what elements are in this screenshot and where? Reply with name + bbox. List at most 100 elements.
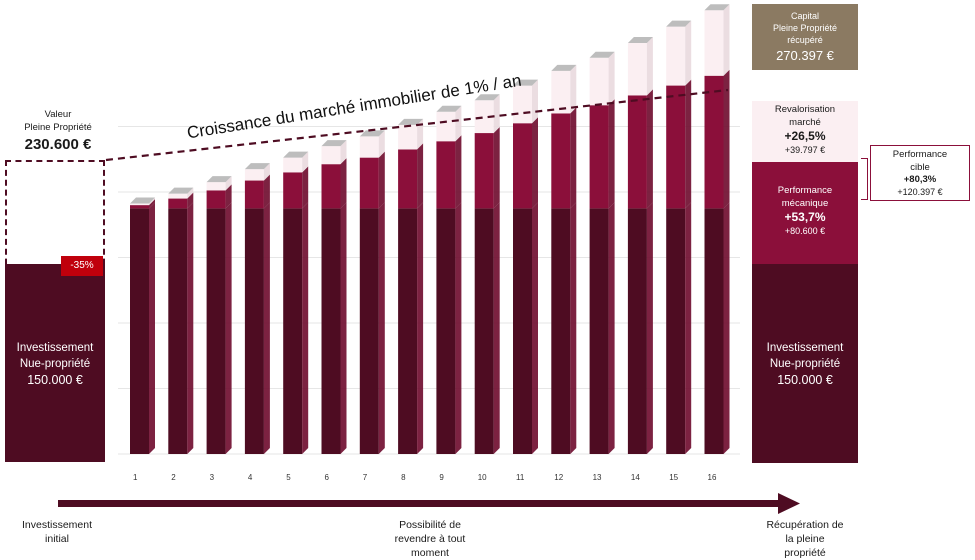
trend-dashed-line (105, 88, 729, 162)
end-line3: propriété (784, 547, 826, 559)
bar-top-face (474, 94, 500, 101)
left-full-ownership-value: 230.600 € (24, 136, 92, 153)
bar-base-segment (206, 208, 226, 454)
x-tick-label: 15 (669, 473, 678, 482)
timeline-mid-label: Possibilité de revendre à tout moment (370, 518, 490, 560)
bar-market-segment (436, 111, 456, 142)
bar-side-face (608, 51, 615, 106)
timeline-arrow-shaft (58, 500, 780, 507)
x-tick-label: 3 (210, 473, 215, 482)
x-tick-label: 6 (325, 473, 330, 482)
bar-side-face (263, 202, 270, 454)
reval-line2: marché (789, 117, 821, 128)
bar-base-segment (359, 208, 379, 454)
bar-market-segment (359, 136, 379, 158)
bar-market-segment (244, 169, 264, 181)
bar-side-face (455, 202, 462, 454)
x-tick-labels: 1 2 3 4 5 6 7 8 9 10 11 12 13 14 15 16 (133, 473, 717, 482)
bar-side-face (302, 151, 309, 173)
bar-side-face (149, 199, 155, 209)
reval-line1: Revalorisation (774, 104, 836, 115)
bar-mechanical-segment (359, 157, 379, 209)
target-bracket (861, 158, 868, 200)
bar-mechanical-segment (589, 105, 609, 209)
left-label-line1: Valeur (44, 109, 72, 120)
bar-base-segment (627, 208, 647, 454)
bar-market-segment (589, 57, 609, 106)
bar-market-segment (283, 157, 303, 173)
bar-side-face (378, 151, 385, 209)
bar-side-face (723, 202, 730, 454)
target-performance-box: Performance cible +80,3% +120.397 € (870, 145, 970, 201)
bar-market-segment (168, 193, 188, 199)
x-tick-label: 1 (133, 473, 138, 482)
mechanical-performance-box: Performance mécanique +53,7% +80.600 € (752, 162, 858, 264)
bar-side-face (570, 107, 577, 209)
bar-side-face (187, 187, 194, 199)
x-tick-label: 10 (478, 473, 487, 482)
bar-top-face (283, 151, 309, 158)
bar-side-face (187, 202, 194, 454)
timeline-arrow (58, 493, 800, 514)
bar-side-face (455, 105, 462, 142)
bar-side-face (187, 192, 194, 209)
timeline-end-label: Récupération de la pleine propriété (750, 518, 860, 560)
bar-side-face (685, 202, 692, 454)
bar-side-face (225, 184, 232, 209)
right-invest-value: 150.000 € (777, 373, 833, 387)
bar-base-segment (168, 208, 188, 454)
bar-top-face (627, 36, 653, 43)
bar-side-face (608, 202, 615, 454)
bar-side-face (302, 166, 309, 209)
target-line2: cible (910, 162, 930, 173)
bar-mechanical-segment (244, 180, 264, 209)
bar-mechanical-segment (513, 123, 532, 209)
bar-mechanical-segment (283, 172, 303, 209)
bar-base-segment (436, 208, 456, 454)
bar-top-face (321, 140, 347, 147)
timeline-arrow-head (778, 493, 800, 514)
mid-line3: moment (411, 547, 449, 559)
target-line1: Performance (892, 149, 948, 160)
bar-side-face (340, 140, 347, 165)
x-tick-label: 2 (171, 473, 176, 482)
bar-base-segment (513, 208, 532, 454)
bar-side-face (263, 174, 270, 209)
x-tick-label: 16 (708, 473, 717, 482)
perf-line1: Performance (777, 185, 833, 196)
capital-line2: Pleine Propriété (772, 23, 838, 33)
end-line2: la pleine (785, 533, 825, 545)
target-pct: +80,3% (903, 174, 937, 185)
timeline-start-label: Investissement initial (2, 518, 112, 546)
bar-side-face (685, 79, 692, 209)
bar-top-face (436, 105, 462, 112)
bar-mechanical-segment (436, 141, 456, 209)
bar-base-segment (551, 208, 571, 454)
bar-side-face (685, 20, 692, 86)
right-invest-line1: Investissement (766, 342, 844, 354)
bar-mechanical-segment (666, 85, 686, 209)
mid-line1: Possibilité de (399, 519, 461, 531)
bar-market-segment (321, 146, 341, 165)
x-tick-label: 13 (593, 473, 602, 482)
bar-side-face (378, 130, 385, 158)
bar-top-face (513, 79, 538, 86)
x-tick-label: 5 (286, 473, 291, 482)
bar-side-face (263, 163, 270, 181)
right-invest-line2: Nue-propriété (769, 358, 841, 370)
start-line1: Investissement (21, 519, 93, 531)
bar-mechanical-segment (474, 133, 494, 209)
x-tick-label: 11 (516, 473, 525, 482)
bar-side-face (646, 36, 653, 96)
mid-line2: revendre à tout (394, 533, 466, 545)
bar-side-face (417, 202, 424, 454)
left-invest-line1: Investissement (16, 342, 94, 354)
bar-side-face (532, 202, 538, 454)
bar-top-face (206, 176, 232, 183)
x-tick-label: 8 (401, 473, 406, 482)
bar-side-face (417, 118, 424, 150)
bar-side-face (302, 202, 309, 454)
bar-side-face (225, 176, 232, 191)
bar-top-face (359, 130, 385, 137)
